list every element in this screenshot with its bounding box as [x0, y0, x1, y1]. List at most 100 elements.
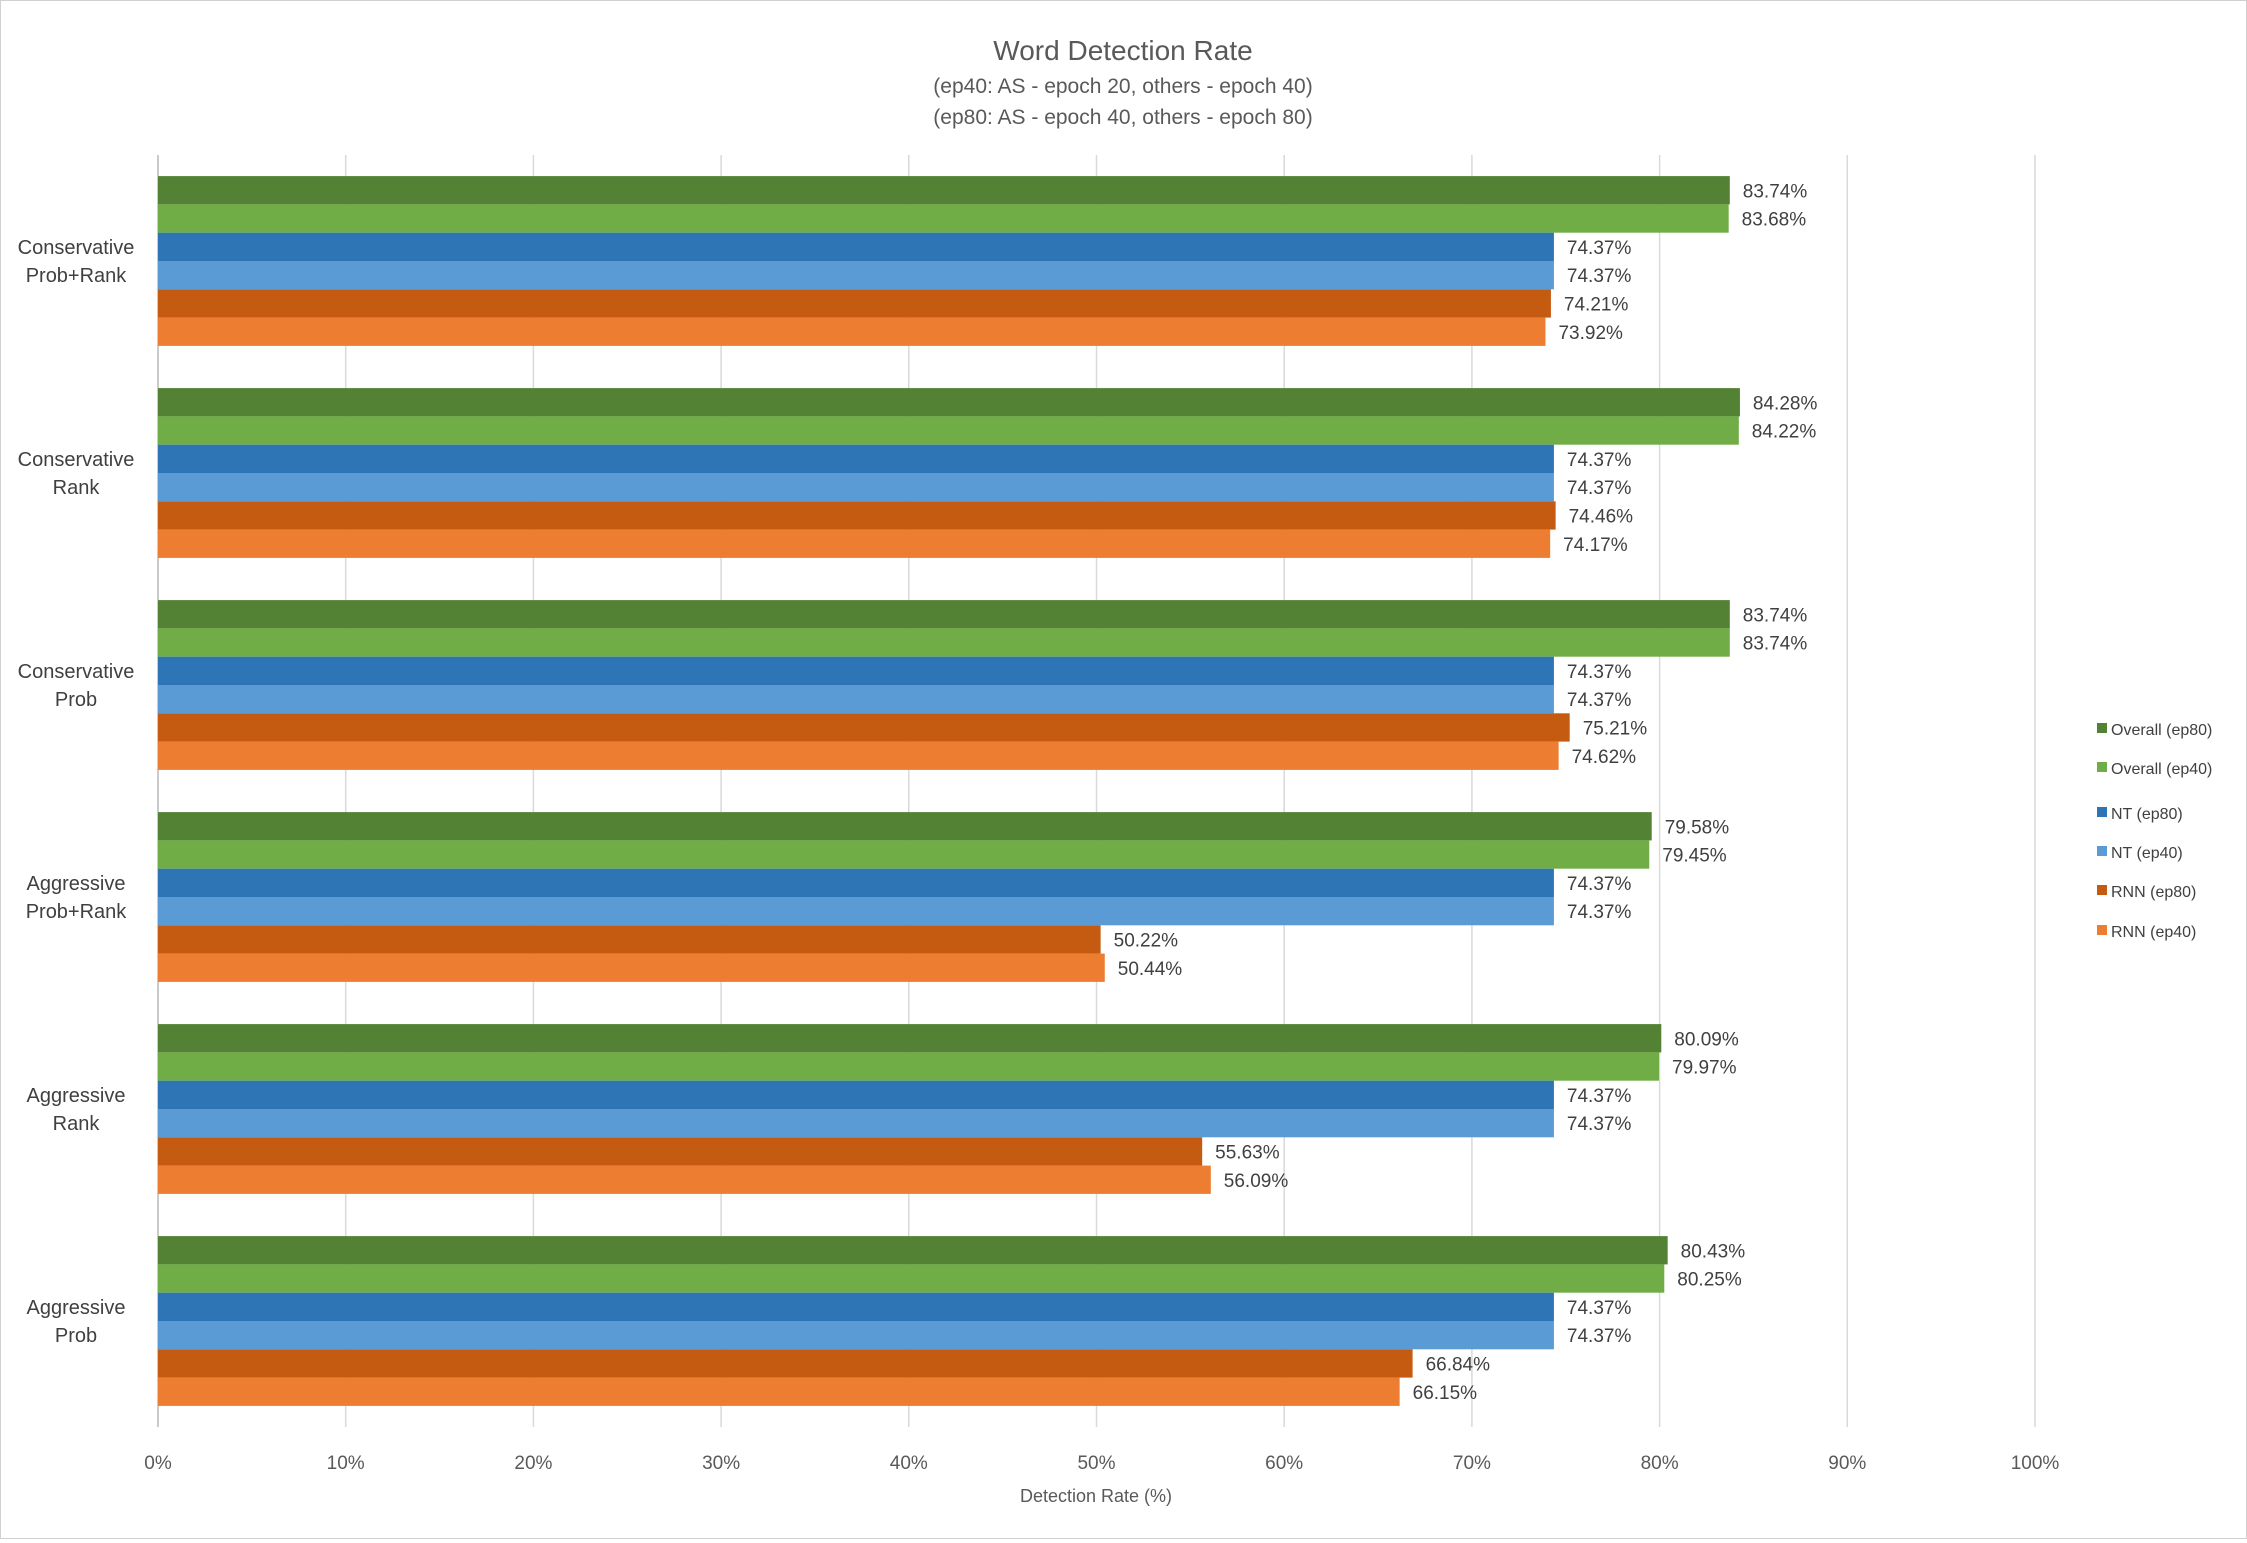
- bar: [158, 840, 1650, 869]
- bar: [158, 925, 1101, 954]
- y-axis-categories: Conservative Prob+Rank Conservative Rank Con…: [18, 237, 135, 1347]
- x-tick-label: 30%: [702, 1453, 740, 1474]
- bar: [158, 473, 1554, 502]
- legend-swatch: [2097, 885, 2107, 895]
- data-label: 80.09%: [1674, 1029, 1739, 1050]
- data-label: 80.25%: [1677, 1270, 1742, 1291]
- data-label: 74.37%: [1567, 478, 1632, 499]
- bar: [158, 501, 1556, 530]
- category-label: Rank: [53, 477, 101, 499]
- legend: Overall (ep80) Overall (ep40) NT (ep80) NT …: [2097, 722, 2212, 941]
- bar: [158, 1109, 1554, 1138]
- bar: [158, 741, 1559, 770]
- bar: [158, 1236, 1668, 1265]
- data-label: 75.21%: [1583, 718, 1648, 739]
- bar: [158, 204, 1729, 233]
- bar: [158, 600, 1730, 629]
- bar: [158, 1377, 1400, 1406]
- bar: [158, 685, 1554, 714]
- data-label: 50.22%: [1114, 930, 1179, 951]
- data-label: 66.15%: [1413, 1383, 1478, 1404]
- bar: [158, 1024, 1662, 1053]
- gridlines: [157, 155, 2036, 1427]
- data-label: 56.09%: [1224, 1171, 1289, 1192]
- bar: [158, 1165, 1211, 1194]
- category-label: Prob+Rank: [26, 265, 128, 287]
- data-label: 74.37%: [1567, 874, 1632, 895]
- data-label: 74.37%: [1567, 690, 1632, 711]
- data-label: 79.45%: [1662, 846, 1727, 867]
- bar: [158, 868, 1554, 897]
- legend-label: Overall (ep80): [2111, 722, 2212, 739]
- bar: [158, 176, 1730, 205]
- legend-swatch: [2097, 762, 2107, 772]
- legend-label: NT (ep80): [2111, 806, 2183, 823]
- bar: [158, 656, 1554, 685]
- category-label: Conservative: [18, 449, 135, 471]
- x-axis-title: Detection Rate (%): [1020, 1486, 1172, 1506]
- data-label: 74.21%: [1564, 294, 1629, 315]
- category-label: Prob: [55, 689, 97, 711]
- bar: [158, 713, 1570, 742]
- category-label: Prob: [55, 1325, 97, 1347]
- x-tick-label: 60%: [1265, 1453, 1303, 1474]
- x-tick-label: 0%: [144, 1453, 172, 1474]
- legend-swatch: [2097, 925, 2107, 935]
- data-label: 74.37%: [1567, 266, 1632, 287]
- category-label: Aggressive: [27, 1297, 126, 1319]
- bar: [158, 416, 1739, 445]
- chart-subtitle-line-1: (ep40: AS - epoch 20, others - epoch 40): [933, 75, 1312, 98]
- category-label: Rank: [53, 1113, 101, 1135]
- category-label: Conservative: [18, 237, 135, 259]
- bar: [158, 1349, 1413, 1378]
- data-label: 74.37%: [1567, 902, 1632, 923]
- x-tick-label: 90%: [1828, 1453, 1866, 1474]
- bar: [158, 953, 1105, 982]
- data-label: 74.37%: [1567, 1114, 1632, 1135]
- data-label: 79.97%: [1672, 1058, 1737, 1079]
- bar: [158, 1321, 1554, 1350]
- bar: [158, 388, 1740, 417]
- x-tick-label: 70%: [1453, 1453, 1491, 1474]
- bar: [158, 1137, 1203, 1166]
- data-label: 74.37%: [1567, 1298, 1632, 1319]
- bar: [158, 1264, 1665, 1293]
- data-label: 74.37%: [1567, 662, 1632, 683]
- data-label: 83.74%: [1743, 181, 1808, 202]
- category-label: Conservative: [18, 661, 135, 683]
- bars: [158, 176, 1740, 1406]
- bar: [158, 1080, 1554, 1109]
- data-label: 55.63%: [1215, 1142, 1280, 1163]
- x-tick-label: 80%: [1641, 1453, 1679, 1474]
- x-tick-label: 10%: [327, 1453, 365, 1474]
- bar: [158, 897, 1554, 926]
- bar: [158, 529, 1551, 558]
- chart-subtitle-line-2: (ep80: AS - epoch 40, others - epoch 80): [933, 106, 1312, 129]
- data-labels: 83.74% 83.68% 74.37% 74.37% 74.21% 73.92% 84.2…: [1114, 181, 1818, 1404]
- bar: [158, 812, 1652, 841]
- x-tick-label: 40%: [890, 1453, 928, 1474]
- data-label: 74.17%: [1563, 535, 1628, 556]
- bar: [158, 289, 1551, 318]
- legend-swatch: [2097, 723, 2107, 733]
- legend-label: Overall (ep40): [2111, 761, 2212, 778]
- legend-label: RNN (ep40): [2111, 924, 2196, 941]
- chart-title: Word Detection Rate: [993, 35, 1252, 66]
- x-tick-label: 100%: [2011, 1453, 2060, 1474]
- bar: [158, 628, 1730, 657]
- data-label: 79.58%: [1665, 817, 1730, 838]
- data-label: 83.74%: [1743, 605, 1808, 626]
- data-label: 80.43%: [1681, 1241, 1746, 1262]
- x-tick-label: 20%: [514, 1453, 552, 1474]
- data-label: 83.68%: [1742, 210, 1807, 231]
- data-label: 66.84%: [1426, 1354, 1491, 1375]
- category-label: Aggressive: [27, 1085, 126, 1107]
- category-label: Prob+Rank: [26, 901, 128, 923]
- data-label: 74.37%: [1567, 238, 1632, 259]
- data-label: 74.37%: [1567, 450, 1632, 471]
- data-label: 83.74%: [1743, 634, 1808, 655]
- legend-swatch: [2097, 807, 2107, 817]
- x-tick-label: 50%: [1077, 1453, 1115, 1474]
